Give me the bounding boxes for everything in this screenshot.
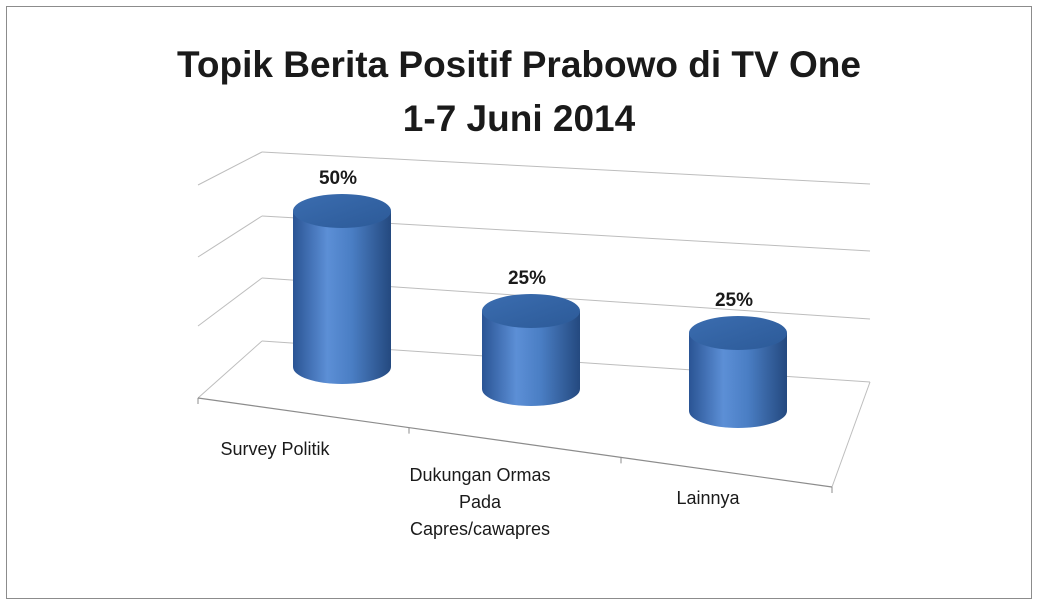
bar-top — [293, 194, 391, 228]
gridline-depth — [197, 277, 263, 327]
bar-1 — [293, 194, 391, 384]
bar-body — [689, 333, 787, 428]
category-label-line: Survey Politik — [220, 439, 330, 459]
chart-title: Topik Berita Positif Prabowo di TV One — [177, 44, 861, 85]
category-label: Dukungan Ormas Pada Capres/cawapres — [380, 462, 580, 543]
gridline-depth — [197, 215, 263, 258]
category-label-line: Capres/cawapres — [409, 519, 551, 539]
chart-bars — [293, 194, 787, 428]
bar-2 — [482, 294, 580, 406]
category-axis-line — [197, 397, 833, 488]
bar-3 — [689, 316, 787, 428]
bar-body — [293, 211, 391, 384]
category-label: Lainnya — [648, 485, 768, 512]
category-label-line: Lainnya — [676, 488, 740, 508]
category-label-line: Dukungan Ormas — [409, 465, 551, 485]
bar-top — [482, 294, 580, 328]
data-label: 50% — [319, 168, 357, 189]
category-label-line: Pada — [458, 492, 502, 512]
bar-body — [482, 311, 580, 406]
chart-subtitle: 1-7 Juni 2014 — [402, 98, 636, 139]
gridline-depth — [197, 151, 263, 186]
floor-edge-right — [831, 381, 871, 488]
bar-top — [689, 316, 787, 350]
floor-edge-left — [197, 340, 263, 399]
category-label: Survey Politik — [200, 436, 350, 463]
chart-data-labels: 50% 25% 25% — [319, 168, 753, 311]
gridline — [261, 151, 871, 185]
data-label: 25% — [715, 290, 753, 311]
data-label: 25% — [508, 268, 546, 289]
